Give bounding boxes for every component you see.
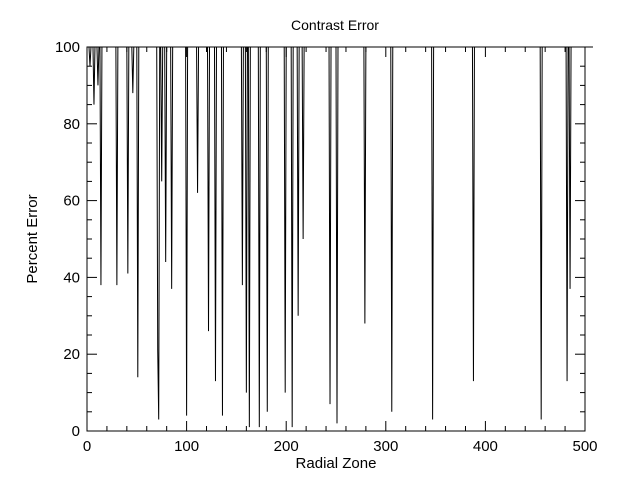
axis-ticks (86, 46, 586, 432)
x-tick-label: 500 (572, 438, 597, 455)
x-tick-label: 100 (174, 438, 199, 455)
x-tick-label: 200 (274, 438, 299, 455)
y-tick-label: 40 (63, 269, 80, 286)
chart-title: Contrast Error (291, 17, 379, 33)
tick-labels: 0 100 200 300 400 500 0 20 40 60 80 100 (55, 39, 598, 455)
x-tick-label: 400 (473, 438, 498, 455)
y-tick-label: 100 (55, 39, 80, 56)
y-tick-label: 20 (63, 346, 80, 363)
x-tick-label: 0 (83, 438, 91, 455)
y-axis-label: Percent Error (24, 194, 41, 283)
y-tick-label: 80 (63, 116, 80, 133)
series-line-0 (87, 46, 593, 428)
y-tick-label: 60 (63, 193, 80, 210)
x-axis-label: Radial Zone (296, 455, 377, 472)
x-tick-label: 300 (373, 438, 398, 455)
data-layer (87, 46, 593, 428)
y-tick-label: 0 (72, 423, 80, 440)
